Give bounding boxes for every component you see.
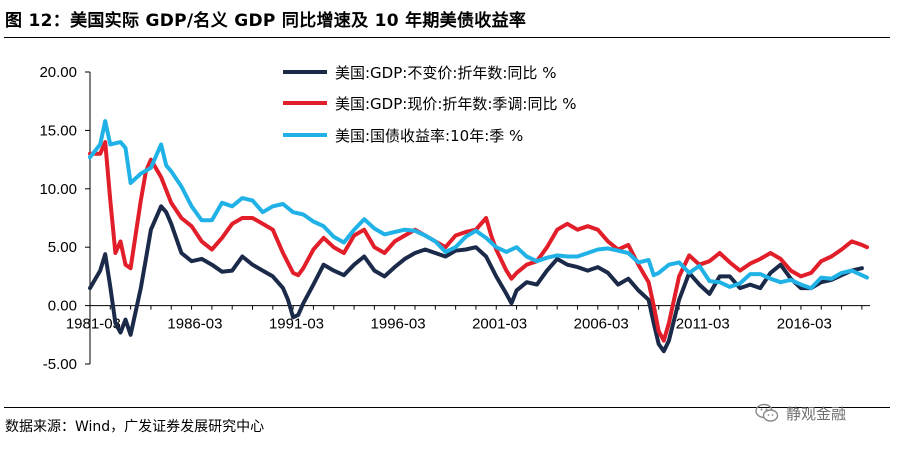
x-tick-label: 2016-03 (777, 316, 832, 333)
x-tick-label: 1981-03 (66, 316, 121, 333)
series-line-2 (88, 140, 869, 343)
legend-label-3: 美国:国债收益率:10年:季 % (335, 127, 523, 145)
figure-title: 图 12：美国实际 GDP/名义 GDP 同比增速及 10 年期美债收益率 (5, 11, 527, 31)
x-tick-label: 1986-03 (167, 316, 222, 333)
y-tick-label: 10.00 (39, 181, 77, 198)
chart-axes: 20.00 15.00 10.00 5.00 0.00 -5.00 1981-03 1986-… (39, 64, 870, 373)
y-tick-label: 5.00 (48, 239, 77, 256)
wechat-icon (755, 403, 779, 422)
y-tick-label: 15.00 (39, 122, 77, 139)
bottom-rule (4, 407, 890, 408)
x-tick-label: 2011-03 (676, 316, 730, 333)
watermark-text: 静观金融 (786, 404, 847, 423)
watermark: 静观金融 (754, 399, 894, 427)
top-rule (4, 37, 890, 38)
y-tick-label: 20.00 (39, 64, 77, 81)
source-note: 数据来源：Wind，广发证券发展研究中心 (5, 419, 265, 435)
x-tick-label: 2006-03 (574, 316, 629, 333)
chart-lines (88, 119, 869, 354)
x-tick-label: 1996-03 (371, 316, 426, 333)
series-line-3 (88, 119, 869, 291)
x-tick-label: 1991-03 (269, 316, 324, 333)
legend-label-1: 美国:GDP:不变价:折年数:同比 % (335, 64, 556, 82)
line-chart: 20.00 15.00 10.00 5.00 0.00 -5.00 1981-03 1986-… (39, 64, 870, 373)
y-tick-label: 0.00 (48, 298, 77, 315)
x-tick-label: 2001-03 (472, 316, 527, 333)
legend-label-2: 美国:GDP:现价:折年数:季调:同比 % (335, 95, 577, 113)
chart-legend: 美国:GDP:不变价:折年数:同比 % 美国:GDP:现价:折年数:季调:同比 %… (283, 64, 577, 145)
y-tick-label: -5.00 (43, 356, 77, 373)
